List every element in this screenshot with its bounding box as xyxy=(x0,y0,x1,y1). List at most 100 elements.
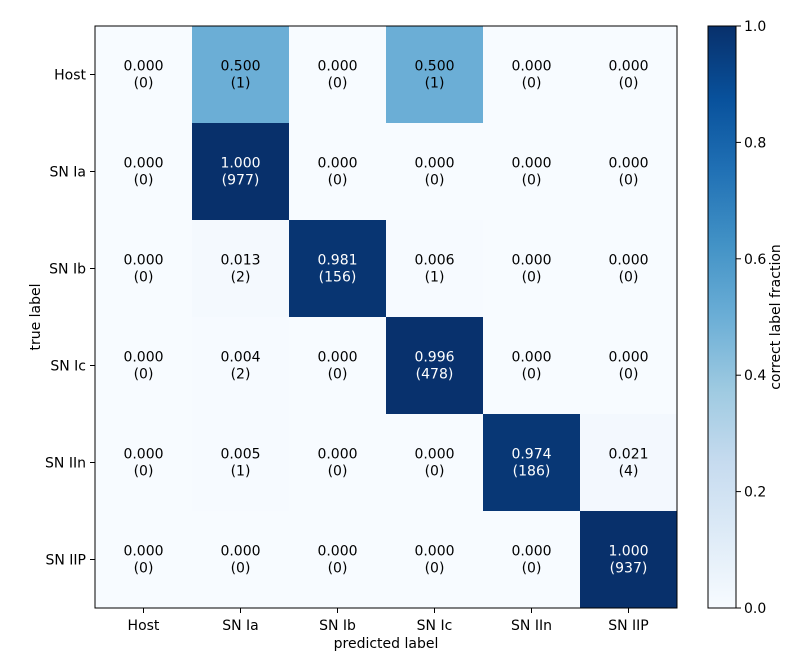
cell-fraction-label: 1.000 xyxy=(220,156,260,172)
heatmap-cell xyxy=(483,511,580,608)
cell-fraction-label: 0.000 xyxy=(317,59,357,75)
cell-count-label: (0) xyxy=(328,561,348,577)
cell-fraction-label: 0.000 xyxy=(317,350,357,366)
heatmap-cell xyxy=(483,123,580,220)
x-tick-label: SN IIn xyxy=(511,618,552,634)
cell-count-label: (0) xyxy=(328,76,348,92)
heatmap-cell xyxy=(95,511,192,608)
cell-fraction-label: 0.000 xyxy=(511,544,551,560)
heatmap-cell xyxy=(483,26,580,123)
heatmap-cell xyxy=(386,414,483,511)
cell-fraction-label: 0.000 xyxy=(511,253,551,269)
cell-fraction-label: 1.000 xyxy=(608,544,648,560)
heatmap-cell xyxy=(95,220,192,317)
heatmap-cell xyxy=(192,123,289,220)
colorbar-tick-label: 0.8 xyxy=(744,135,766,151)
cell-count-label: (0) xyxy=(522,76,542,92)
cell-count-label: (186) xyxy=(513,464,551,480)
cell-fraction-label: 0.000 xyxy=(511,156,551,172)
heatmap-cell xyxy=(192,414,289,511)
heatmap-cell xyxy=(483,220,580,317)
heatmap-cell xyxy=(192,511,289,608)
heatmap-cell-labels: 0.000(0)0.500(1)0.000(0)0.500(1)0.000(0)… xyxy=(123,59,648,577)
cell-count-label: (0) xyxy=(328,173,348,189)
cell-fraction-label: 0.000 xyxy=(511,59,551,75)
cell-count-label: (0) xyxy=(522,270,542,286)
cell-fraction-label: 0.996 xyxy=(414,350,454,366)
heatmap-cell xyxy=(483,317,580,414)
cell-count-label: (0) xyxy=(328,464,348,480)
heatmap-cell xyxy=(386,511,483,608)
heatmap-cell xyxy=(580,26,677,123)
cell-count-label: (1) xyxy=(231,464,251,480)
heatmap-cell xyxy=(386,26,483,123)
cell-count-label: (0) xyxy=(134,173,154,189)
y-tick-label: SN Ia xyxy=(49,165,86,181)
cell-count-label: (0) xyxy=(425,464,445,480)
cell-count-label: (1) xyxy=(425,270,445,286)
x-tick-label: SN Ia xyxy=(222,618,259,634)
heatmap-cell xyxy=(95,123,192,220)
heatmap-cell xyxy=(289,414,386,511)
cell-fraction-label: 0.000 xyxy=(317,544,357,560)
cell-fraction-label: 0.000 xyxy=(123,544,163,560)
cell-fraction-label: 0.000 xyxy=(123,350,163,366)
cell-count-label: (0) xyxy=(134,76,154,92)
cell-fraction-label: 0.000 xyxy=(414,447,454,463)
cell-fraction-label: 0.000 xyxy=(317,156,357,172)
y-tick-label: SN Ic xyxy=(50,359,86,375)
cell-fraction-label: 0.981 xyxy=(317,253,357,269)
colorbar-label: correct label fraction xyxy=(768,244,784,390)
heatmap-cell xyxy=(386,220,483,317)
cell-count-label: (478) xyxy=(416,367,454,383)
heatmap-cell xyxy=(192,26,289,123)
colorbar-tick-label: 0.2 xyxy=(744,485,766,501)
cell-fraction-label: 0.974 xyxy=(511,447,551,463)
heatmap-cell xyxy=(580,123,677,220)
cell-fraction-label: 0.000 xyxy=(317,447,357,463)
cell-fraction-label: 0.000 xyxy=(608,350,648,366)
cell-fraction-label: 0.000 xyxy=(220,544,260,560)
cell-fraction-label: 0.000 xyxy=(414,156,454,172)
cell-count-label: (977) xyxy=(222,173,260,189)
colorbar-tick-label: 0.4 xyxy=(744,368,766,384)
cell-fraction-label: 0.000 xyxy=(123,447,163,463)
heatmap-cells xyxy=(95,26,677,608)
cell-count-label: (0) xyxy=(619,270,639,286)
cell-count-label: (0) xyxy=(522,561,542,577)
cell-fraction-label: 0.000 xyxy=(608,253,648,269)
cell-count-label: (0) xyxy=(328,367,348,383)
x-axis-ticks: Host SN Ia SN Ib SN Ic SN IIn SN IIP xyxy=(128,608,649,634)
heatmap-cell xyxy=(289,317,386,414)
cell-count-label: (0) xyxy=(231,561,251,577)
y-axis-ticks: Host SN Ia SN Ib SN Ic SN IIn SN IIP xyxy=(45,68,95,569)
heatmap-cell xyxy=(192,317,289,414)
heatmap-cell xyxy=(95,26,192,123)
cell-count-label: (0) xyxy=(134,270,154,286)
cell-count-label: (156) xyxy=(319,270,357,286)
heatmap-cell xyxy=(289,26,386,123)
x-tick-label: Host xyxy=(128,618,160,634)
cell-count-label: (0) xyxy=(522,173,542,189)
cell-count-label: (0) xyxy=(619,367,639,383)
heatmap-cell xyxy=(580,511,677,608)
heatmap-cell xyxy=(483,414,580,511)
cell-fraction-label: 0.500 xyxy=(414,59,454,75)
cell-fraction-label: 0.013 xyxy=(220,253,260,269)
colorbar-tick-label: 0.0 xyxy=(744,601,766,617)
x-tick-label: SN Ic xyxy=(417,618,453,634)
cell-fraction-label: 0.000 xyxy=(608,156,648,172)
heatmap-cell xyxy=(580,317,677,414)
cell-fraction-label: 0.006 xyxy=(414,253,454,269)
heatmap-cell xyxy=(386,123,483,220)
heatmap-cell xyxy=(95,317,192,414)
cell-count-label: (2) xyxy=(231,367,251,383)
cell-count-label: (1) xyxy=(231,76,251,92)
heatmap-cell xyxy=(386,317,483,414)
cell-count-label: (0) xyxy=(619,76,639,92)
cell-fraction-label: 0.005 xyxy=(220,447,260,463)
cell-count-label: (937) xyxy=(610,561,648,577)
y-tick-label: SN IIP xyxy=(45,553,86,569)
cell-fraction-label: 0.004 xyxy=(220,350,260,366)
